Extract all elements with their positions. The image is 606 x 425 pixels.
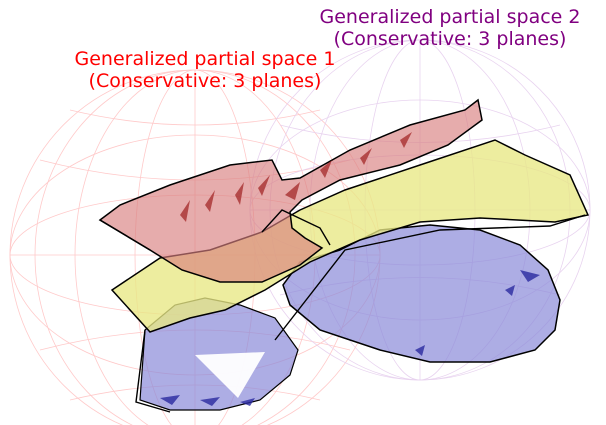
space-2-label: Generalized partial space 2 (Conservativ… xyxy=(290,6,606,50)
blue-plane-hole xyxy=(195,352,265,398)
space-1-label: Generalized partial space 1 (Conservativ… xyxy=(40,48,370,92)
space-2-subtitle: (Conservative: 3 planes) xyxy=(333,28,567,50)
space-1-subtitle: (Conservative: 3 planes) xyxy=(88,70,322,92)
space-1-title: Generalized partial space 1 xyxy=(74,48,336,70)
blue-plane-large xyxy=(282,224,561,363)
blue-plane-specks xyxy=(160,270,540,406)
space-2-title: Generalized partial space 2 xyxy=(319,6,581,28)
plane-outlines xyxy=(99,209,586,413)
red-plane-streaks xyxy=(180,132,412,222)
